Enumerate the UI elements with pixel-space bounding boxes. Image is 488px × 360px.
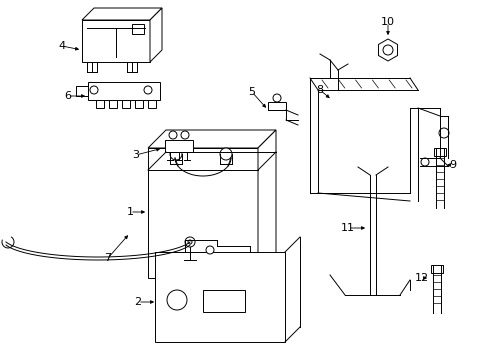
Circle shape [181,131,189,139]
Bar [76,86,88,96]
Text: 2: 2 [134,297,141,307]
Polygon shape [148,130,275,148]
Bar [148,148,258,278]
Polygon shape [150,8,162,62]
Circle shape [143,86,152,94]
Circle shape [167,290,186,310]
Text: 3: 3 [132,150,139,160]
Bar [82,20,150,62]
Bar [164,140,193,152]
Circle shape [187,240,192,244]
Text: 8: 8 [316,85,323,95]
Bar [430,265,442,273]
Circle shape [205,246,214,254]
Circle shape [90,86,98,94]
Bar [433,148,445,156]
Bar [122,100,130,108]
Circle shape [169,131,177,139]
Text: 12: 12 [414,273,428,283]
Text: 9: 9 [448,160,456,170]
Circle shape [220,148,231,160]
Bar [132,24,143,34]
Bar [135,100,142,108]
Circle shape [382,45,392,55]
Text: 6: 6 [64,91,71,101]
Circle shape [420,158,428,166]
Text: 7: 7 [104,253,111,263]
Polygon shape [258,130,275,278]
Bar [96,100,104,108]
Bar [203,290,244,312]
Text: 1: 1 [126,207,133,217]
Text: 11: 11 [340,223,354,233]
Bar [109,100,117,108]
Circle shape [170,148,182,160]
Bar [148,100,156,108]
Text: 5: 5 [248,87,255,97]
Text: 4: 4 [59,41,65,51]
Bar [155,252,285,342]
Polygon shape [82,8,162,20]
Bar [88,82,160,100]
Circle shape [272,94,281,102]
Text: 10: 10 [380,17,394,27]
Circle shape [438,128,448,138]
Circle shape [184,237,195,247]
Bar [267,102,285,110]
